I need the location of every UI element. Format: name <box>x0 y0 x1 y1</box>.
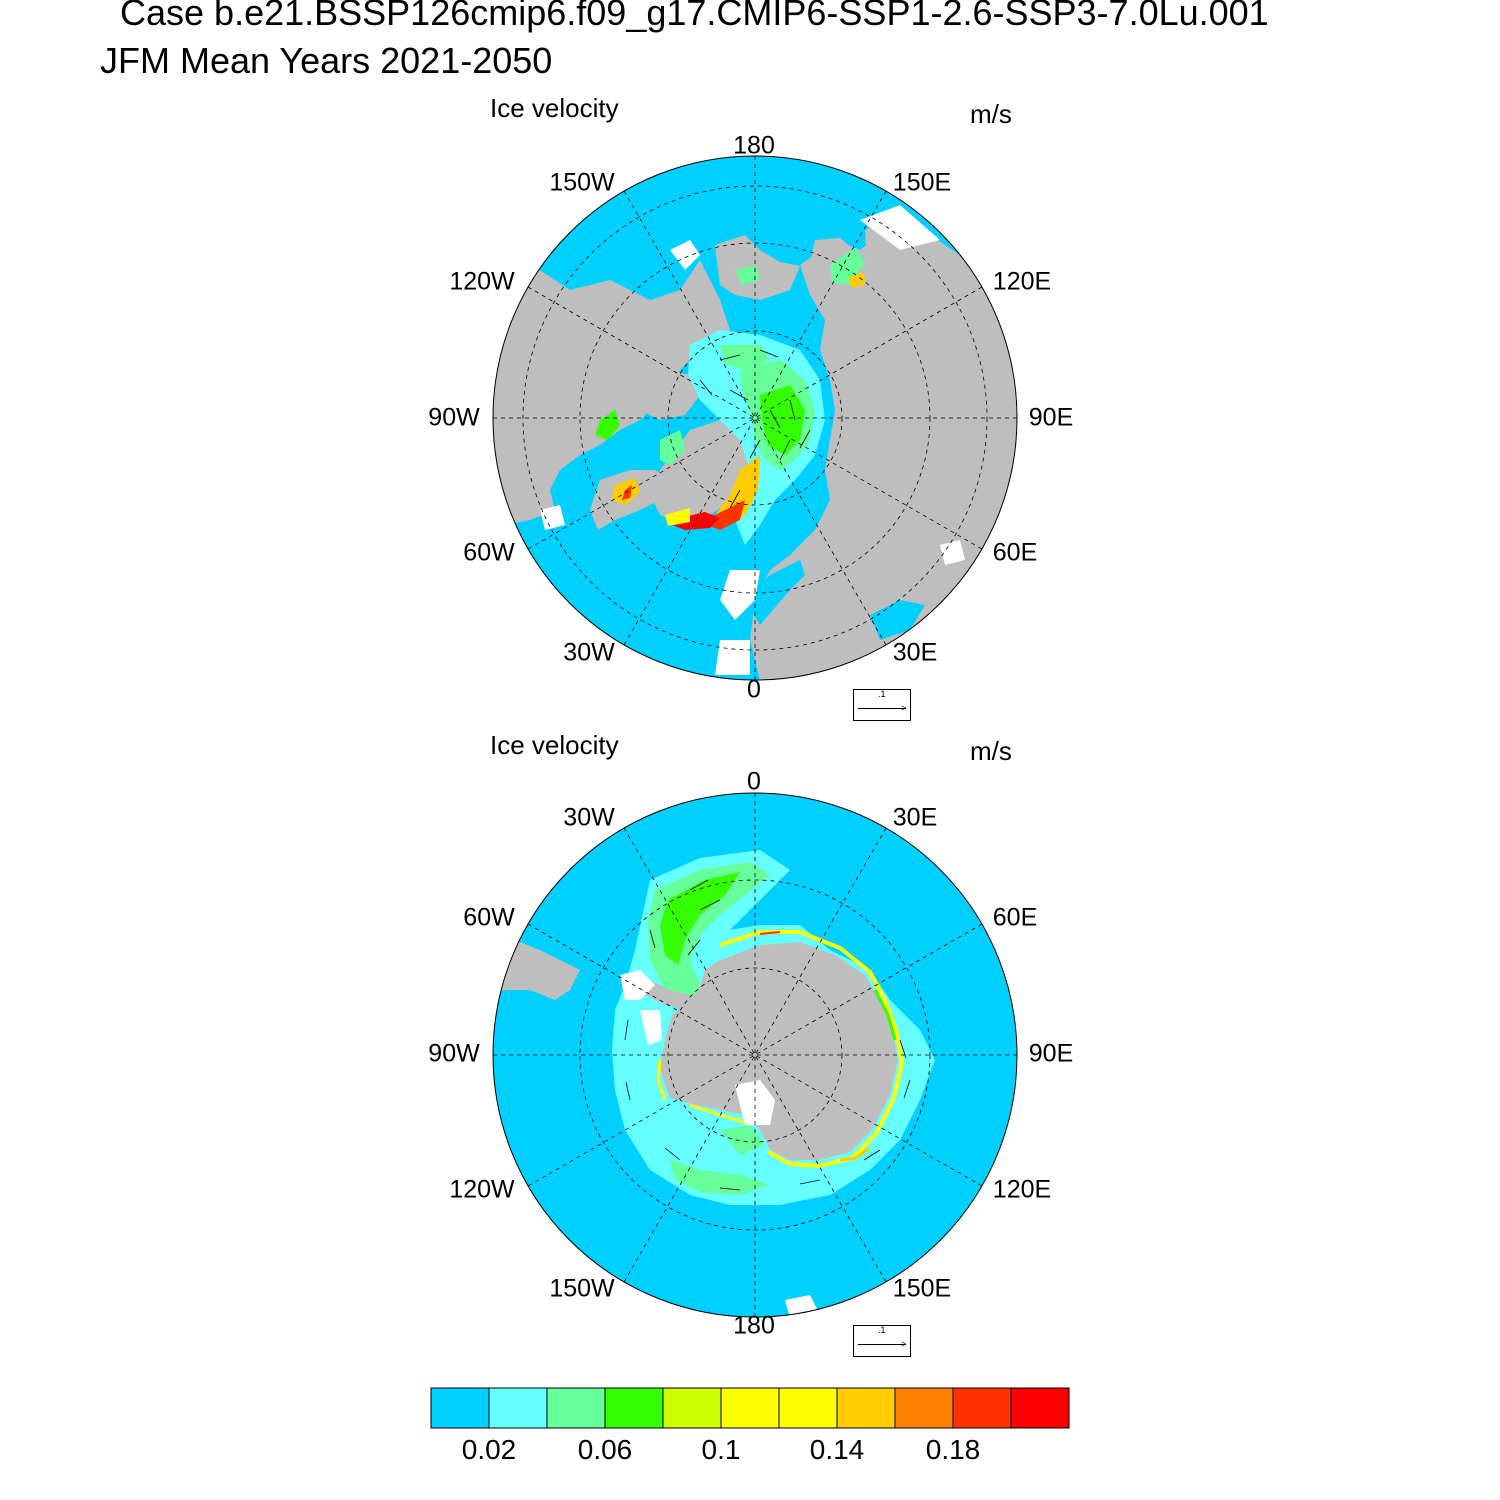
antarctic-lon-label: 150W <box>549 1274 615 1303</box>
arctic-lon-label: 180 <box>733 131 775 160</box>
arctic-lon-label: 30E <box>892 638 938 667</box>
reference-vector-value: .1 <box>878 1325 886 1335</box>
arctic-panel-title: Ice velocity <box>490 93 619 123</box>
colorbar-swatch <box>720 1387 780 1429</box>
antarctic-lon-label: 90W <box>428 1039 480 1068</box>
colorbar-tick-label: 0.18 <box>925 1434 981 1465</box>
arctic-lon-label: 60E <box>992 538 1038 567</box>
colorbar-tick-label: 0.14 <box>809 1434 865 1465</box>
colorbar-swatch <box>1010 1387 1070 1429</box>
greenland-land <box>650 420 755 522</box>
antarctic-lon-label: 60E <box>992 903 1038 932</box>
colorbar-swatch <box>546 1387 606 1429</box>
colorbar-swatch <box>604 1387 664 1429</box>
arctic-graticule <box>493 156 1017 680</box>
reference-arrow-icon <box>858 1344 906 1345</box>
antarctic-lon-label: 120E <box>992 1175 1052 1204</box>
arctic-units-label: m/s <box>970 99 1012 129</box>
antarctic-panel-title: Ice velocity <box>490 730 619 760</box>
arctic-lon-label: 0 <box>747 675 761 704</box>
eurasia-land <box>750 230 1017 680</box>
colorbar-tick-label: 0.02 <box>461 1434 517 1465</box>
arctic-map <box>493 156 1017 680</box>
colorbar-swatch <box>952 1387 1012 1429</box>
colorbar-swatch <box>662 1387 722 1429</box>
arctic-lon-label: 90W <box>428 403 480 432</box>
arctic-vectors <box>699 349 811 509</box>
arrowhead-icon: > <box>901 1339 907 1349</box>
antarctic-lon-label: 0 <box>747 767 761 796</box>
antarctic-lon-label: 30W <box>563 803 615 832</box>
arctic-lon-label: 60W <box>463 538 515 567</box>
case-title: Case b.e21.BSSP126cmip6.f09_g17.CMIP6-SS… <box>120 0 1269 33</box>
arctic-lon-label: 90E <box>1028 403 1074 432</box>
reference-arrow-icon <box>858 708 906 709</box>
north-america-land <box>493 260 730 525</box>
colorbar-swatch <box>894 1387 954 1429</box>
arctic-lon-label: 150E <box>892 168 952 197</box>
arctic-lon-label: 120W <box>449 267 515 296</box>
antarctica-land <box>660 942 898 1160</box>
mean-title: JFM Mean Years 2021-2050 <box>100 40 553 81</box>
colorbar-swatch <box>430 1387 490 1429</box>
antarctic-units-label: m/s <box>970 736 1012 766</box>
antarctic-lon-label: 150E <box>892 1274 952 1303</box>
antarctic-reference-vector: .1 > <box>853 1325 911 1357</box>
arctic-lon-label: 150W <box>549 168 615 197</box>
colorbar-tick-label: 0.06 <box>577 1434 633 1465</box>
colorbar <box>430 1387 1070 1429</box>
antarctic-lon-label: 180 <box>733 1311 775 1340</box>
antarctic-lon-label: 60W <box>463 903 515 932</box>
colorbar-swatch <box>836 1387 896 1429</box>
arctic-lon-label: 30W <box>563 638 615 667</box>
arctic-lon-label: 120E <box>992 267 1052 296</box>
arrowhead-icon: > <box>901 703 907 713</box>
antarctic-vectors <box>624 879 911 1191</box>
antarctic-lon-label: 90E <box>1028 1039 1074 1068</box>
antarctic-lon-label: 120W <box>449 1175 515 1204</box>
reference-vector-value: .1 <box>878 689 886 699</box>
colorbar-tick-label: 0.1 <box>701 1434 741 1465</box>
colorbar-swatch <box>778 1387 838 1429</box>
antarctic-lon-label: 30E <box>892 803 938 832</box>
antarctic-graticule <box>493 793 1017 1317</box>
arctic-reference-vector: .1 > <box>853 689 911 721</box>
colorbar-swatch <box>488 1387 548 1429</box>
